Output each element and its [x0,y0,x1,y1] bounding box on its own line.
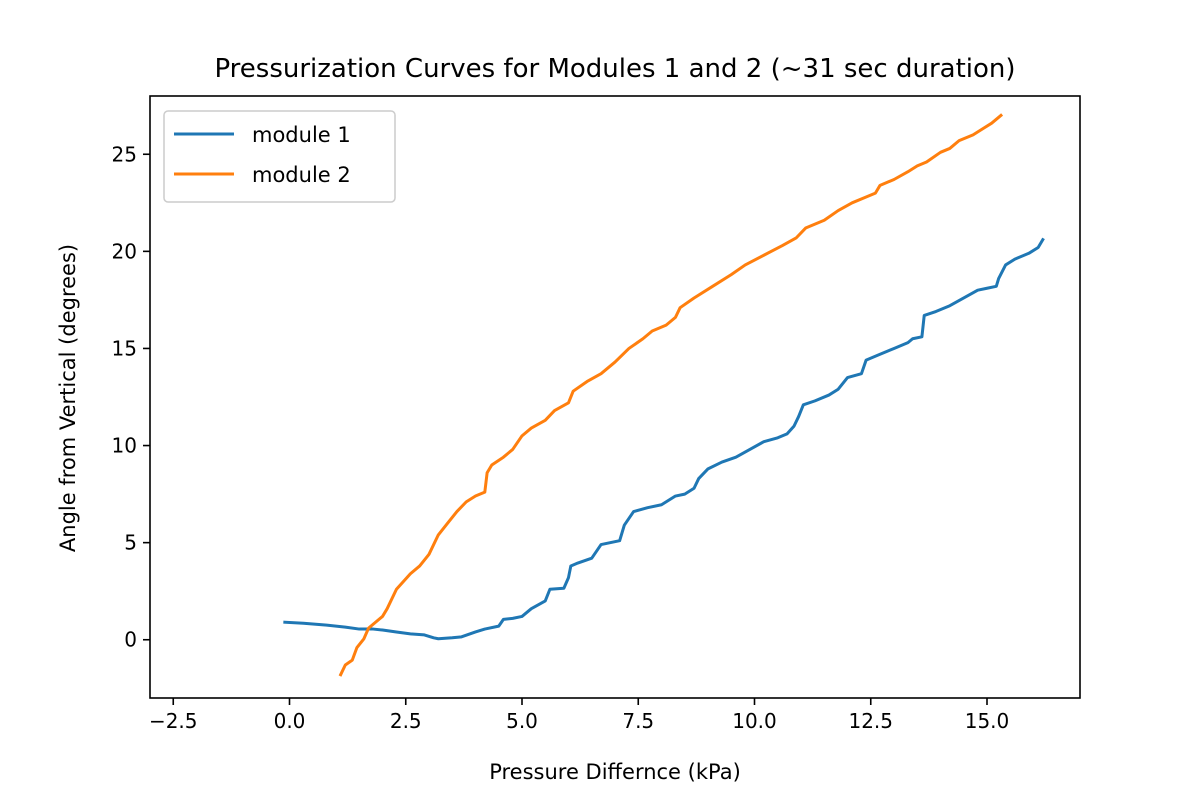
x-tick-label: 10.0 [732,709,777,733]
legend-label-2: module 2 [252,163,351,187]
chart-title: Pressurization Curves for Modules 1 and … [214,54,1015,84]
x-tick-label: 5.0 [506,709,538,733]
y-tick-label: 0 [124,628,137,652]
y-tick-label: 5 [124,531,137,555]
axes-frame [149,95,1081,699]
series-line-1 [283,237,1045,641]
y-tick-label: 20 [112,239,137,263]
legend: module 1 module 2 [163,110,396,203]
y-tick-label: 25 [112,142,137,166]
x-tick-label: 15.0 [965,709,1010,733]
series-line-2 [338,113,1004,677]
x-tick-label: −2.5 [149,709,198,733]
x-tick-label: 12.5 [848,709,893,733]
x-axis-label: Pressure Differnce (kPa) [489,760,741,784]
x-tick-label: 0.0 [274,709,306,733]
x-tick-label: 2.5 [390,709,422,733]
y-axis-label: Angle from Vertical (degrees) [56,244,80,552]
y-tick-label: 15 [112,336,137,360]
plot-area: −2.5 0.0 2.5 5.0 7.5 10.0 12.5 15.0 0 5 10 15 20 25 [112,95,1081,733]
x-tick-label: 7.5 [622,709,654,733]
y-tick-label: 10 [112,434,137,458]
legend-label-1: module 1 [252,123,351,147]
